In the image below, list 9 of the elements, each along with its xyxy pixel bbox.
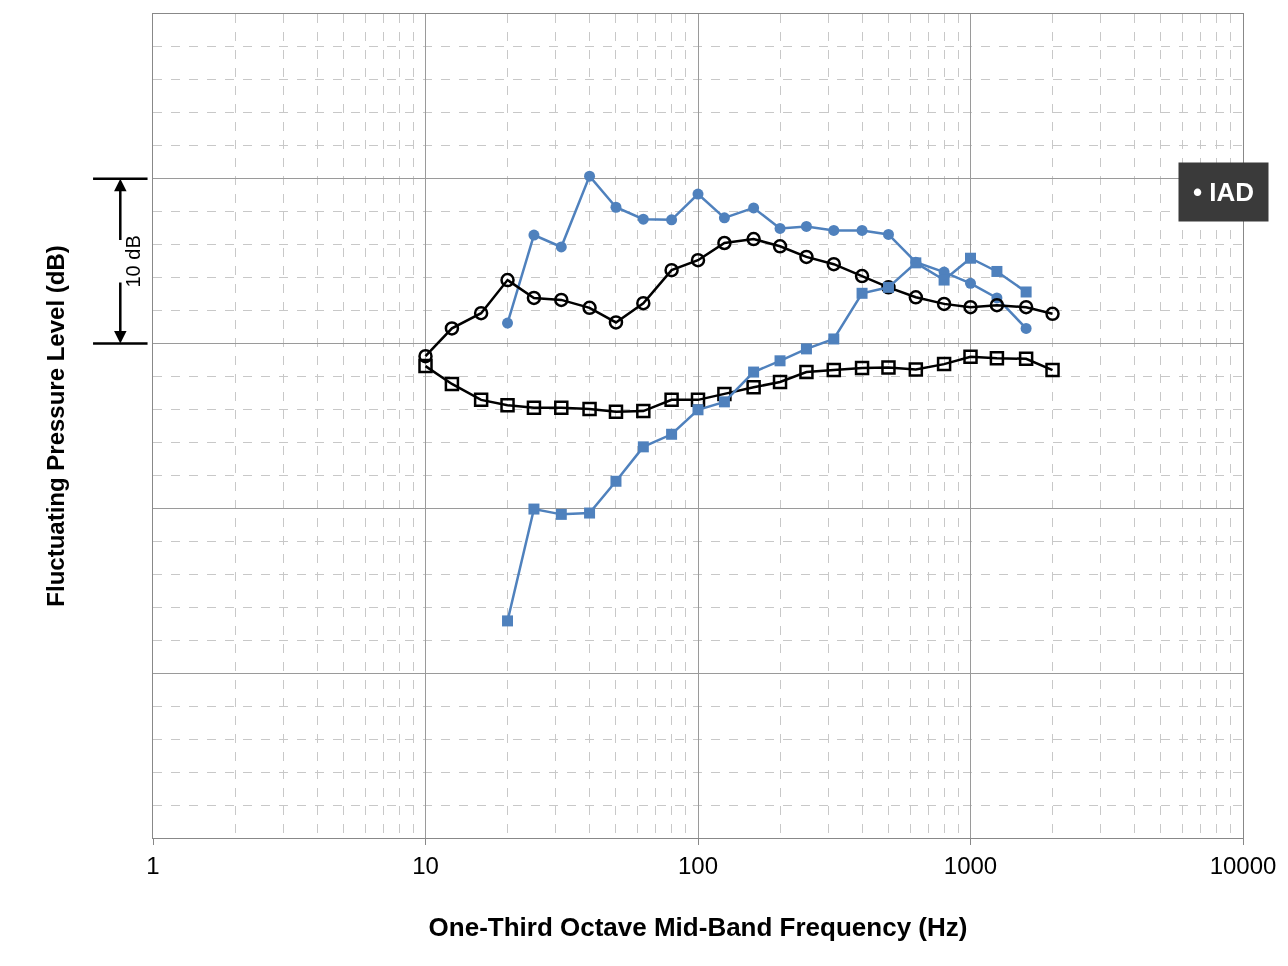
x-tick-label: 10000 xyxy=(1209,851,1277,879)
text: 10 dB xyxy=(122,235,145,288)
y-axis-title: Fluctuating Pressure Level (dB) xyxy=(42,245,70,607)
x-tick-label: 1 xyxy=(146,851,160,879)
x-tick-label: 10 xyxy=(412,851,439,879)
annotation: • IAD xyxy=(1193,177,1255,207)
x-tick-label: 1000 xyxy=(943,851,998,879)
x-tick-label: 100 xyxy=(677,851,719,879)
x-axis-title: One-Third Octave Mid-Band Frequency (Hz) xyxy=(428,912,968,943)
